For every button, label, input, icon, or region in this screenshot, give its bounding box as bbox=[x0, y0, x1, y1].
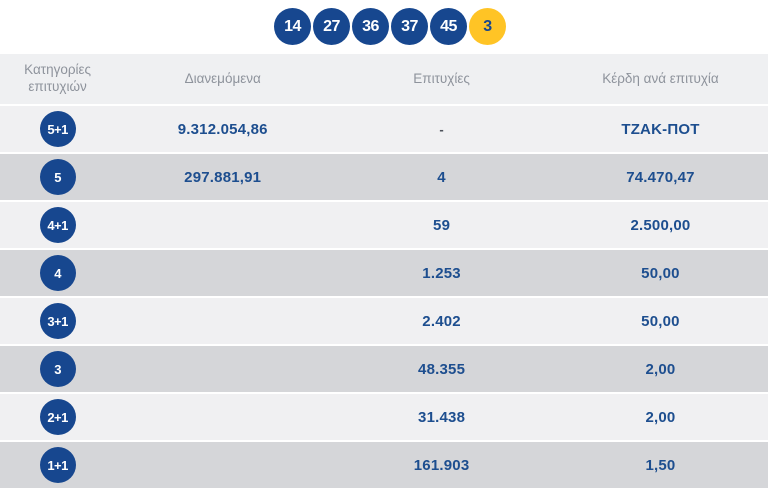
col-header-categories: Κατηγορίες επιτυχιών bbox=[24, 62, 92, 94]
category-cell: 4 bbox=[0, 255, 115, 291]
number-ball-2: 27 bbox=[313, 8, 350, 45]
category-cell: 1+1 bbox=[0, 447, 115, 483]
joker-ball: 3 bbox=[469, 8, 506, 45]
category-ball: 4 bbox=[39, 255, 76, 291]
winning-numbers: 14 27 36 37 45 3 bbox=[12, 0, 768, 54]
wins-value: - bbox=[439, 121, 444, 137]
category-ball: 5+1 bbox=[39, 111, 76, 147]
category-ball: 3+1 bbox=[39, 303, 76, 339]
table-row: 2+1 31.438 2,00 bbox=[0, 394, 768, 440]
col-header-profit-per-win: Κέρδη ανά επιτυχία bbox=[602, 70, 719, 86]
profit-value: 50,00 bbox=[641, 312, 680, 330]
number-ball-3: 36 bbox=[352, 8, 389, 45]
category-cell: 5+1 bbox=[0, 111, 115, 147]
profit-value: 2,00 bbox=[645, 408, 676, 426]
category-cell: 4+1 bbox=[0, 207, 115, 243]
category-ball: 2+1 bbox=[39, 399, 76, 435]
category-cell: 3+1 bbox=[0, 303, 115, 339]
wins-value: 48.355 bbox=[418, 360, 466, 378]
table-row: 5 297.881,91 4 74.470,47 bbox=[0, 154, 768, 200]
wins-value: 59 bbox=[433, 216, 451, 234]
wins-value: 161.903 bbox=[413, 456, 470, 474]
category-ball: 3 bbox=[39, 351, 76, 387]
profit-value: 2.500,00 bbox=[630, 216, 691, 234]
wins-value: 1.253 bbox=[422, 264, 461, 282]
category-ball: 1+1 bbox=[39, 447, 76, 483]
table-row: 5+1 9.312.054,86 - ΤΖΑΚ-ΠΟΤ bbox=[0, 106, 768, 152]
number-ball-5: 45 bbox=[430, 8, 467, 45]
col-header-distributed: Διανεμόμενα bbox=[184, 70, 261, 86]
category-ball: 4+1 bbox=[39, 207, 76, 243]
wins-value: 4 bbox=[437, 168, 446, 186]
table-row: 3+1 2.402 50,00 bbox=[0, 298, 768, 344]
category-ball: 5 bbox=[39, 159, 76, 195]
number-ball-4: 37 bbox=[391, 8, 428, 45]
distributed-value: 9.312.054,86 bbox=[177, 120, 268, 138]
profit-value: 1,50 bbox=[645, 456, 676, 474]
profit-value: 2,00 bbox=[645, 360, 676, 378]
col-header-wins: Επιτυχίες bbox=[413, 70, 470, 86]
winnings-table: Κατηγορίες επιτυχιών Διανεμόμενα Επιτυχί… bbox=[0, 54, 768, 488]
category-cell: 5 bbox=[0, 159, 115, 195]
profit-value: 50,00 bbox=[641, 264, 680, 282]
profit-value: ΤΖΑΚ-ΠΟΤ bbox=[621, 120, 700, 138]
table-row: 4+1 59 2.500,00 bbox=[0, 202, 768, 248]
category-cell: 2+1 bbox=[0, 399, 115, 435]
table-row: 3 48.355 2,00 bbox=[0, 346, 768, 392]
number-ball-1: 14 bbox=[274, 8, 311, 45]
wins-value: 31.438 bbox=[418, 408, 466, 426]
table-header-row: Κατηγορίες επιτυχιών Διανεμόμενα Επιτυχί… bbox=[0, 54, 768, 104]
table-row: 4 1.253 50,00 bbox=[0, 250, 768, 296]
distributed-value: 297.881,91 bbox=[184, 168, 262, 186]
table-row: 1+1 161.903 1,50 bbox=[0, 442, 768, 488]
wins-value: 2.402 bbox=[422, 312, 461, 330]
category-cell: 3 bbox=[0, 351, 115, 387]
profit-value: 74.470,47 bbox=[626, 168, 695, 186]
